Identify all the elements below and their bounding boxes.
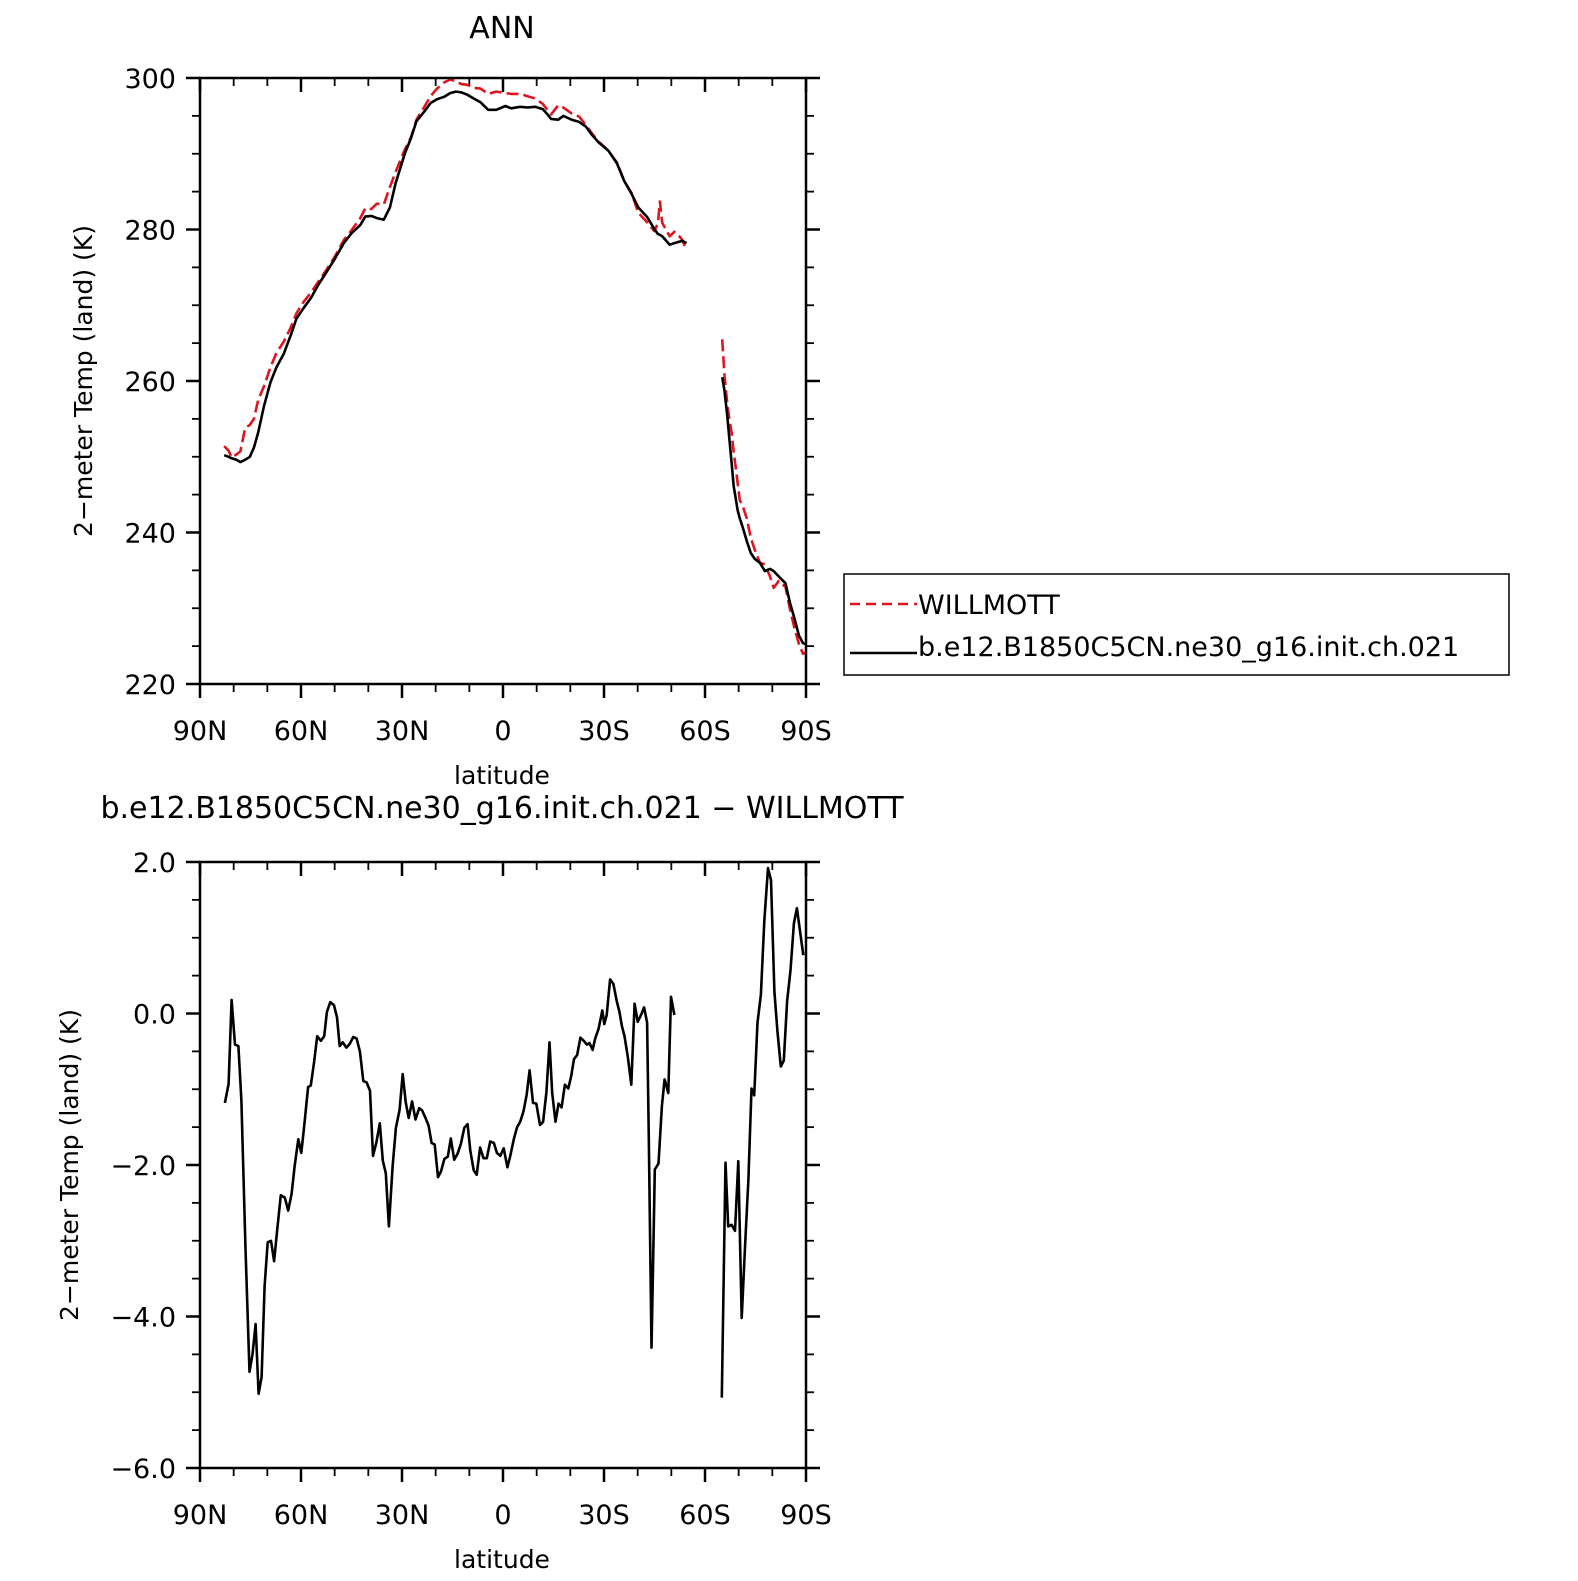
legend-label-obs: WILLMOTT [918,590,1060,621]
x-tick-label: 30S [578,716,630,747]
axis-ticks [186,76,820,698]
legend: WILLMOTT b.e12.B1850C5CN.ne30_g16.init.c… [843,573,1510,676]
obs-willmott-line-segment-2 [720,339,807,656]
plot-title: ANN [469,11,534,46]
plot-frame [198,860,808,1470]
x-tick-label: 90N [173,716,228,747]
plot-frame [198,76,808,686]
series-group [223,78,807,656]
x-axis-title: latitude [454,761,550,790]
x-tick-label: 60N [274,716,329,747]
y-tick-labels: 220 240 260 280 300 [124,64,176,701]
y-tick-label: −6.0 [110,1454,176,1485]
legend-box [843,573,1510,676]
series-group [223,866,805,1398]
plot-title: b.e12.B1850C5CN.ne30_g16.init.ch.021 − W… [100,791,904,826]
x-axis-title: latitude [454,1545,550,1574]
legend-label-model: b.e12.B1850C5CN.ne30_g16.init.ch.021 [918,632,1459,663]
y-tick-label: 240 [124,519,176,550]
y-tick-label: 300 [124,64,176,95]
panel-difference: b.e12.B1850C5CN.ne30_g16.init.ch.021 − W… [55,791,904,1574]
obs-willmott-line-segment-1 [223,78,688,459]
x-tick-labels: 90N 60N 30N 0 30S 60S 90S [173,1500,832,1531]
y-axis-title: 2−meter Temp (land) (K) [69,225,98,537]
x-tick-label: 30N [375,716,430,747]
difference-line-segment-2 [720,866,805,1398]
y-tick-label: 280 [124,216,176,247]
x-tick-label: 90S [780,716,832,747]
x-tick-labels: 90N 60N 30N 0 30S 60S 90S [173,716,832,747]
y-tick-label: 220 [124,670,176,701]
y-axis-title: 2−meter Temp (land) (K) [55,1009,84,1321]
y-tick-labels: −6.0 −4.0 −2.0 0.0 2.0 [110,848,176,1485]
axis-ticks [186,860,820,1482]
x-tick-label: 90S [780,1500,832,1531]
x-tick-label: 0 [494,716,511,747]
y-tick-label: 2.0 [133,848,176,879]
x-tick-label: 60S [679,716,731,747]
model-line-segment-1 [223,90,688,464]
x-tick-label: 0 [494,1500,511,1531]
model-line-segment-2 [720,376,807,646]
x-tick-label: 90N [173,1500,228,1531]
y-tick-label: −2.0 [110,1151,176,1182]
x-tick-label: 60S [679,1500,731,1531]
y-tick-label: 0.0 [133,1000,176,1031]
y-tick-label: 260 [124,367,176,398]
difference-line-segment-1 [223,978,676,1396]
y-tick-label: −4.0 [110,1303,176,1334]
x-tick-label: 60N [274,1500,329,1531]
x-tick-label: 30S [578,1500,630,1531]
x-tick-label: 30N [375,1500,430,1531]
